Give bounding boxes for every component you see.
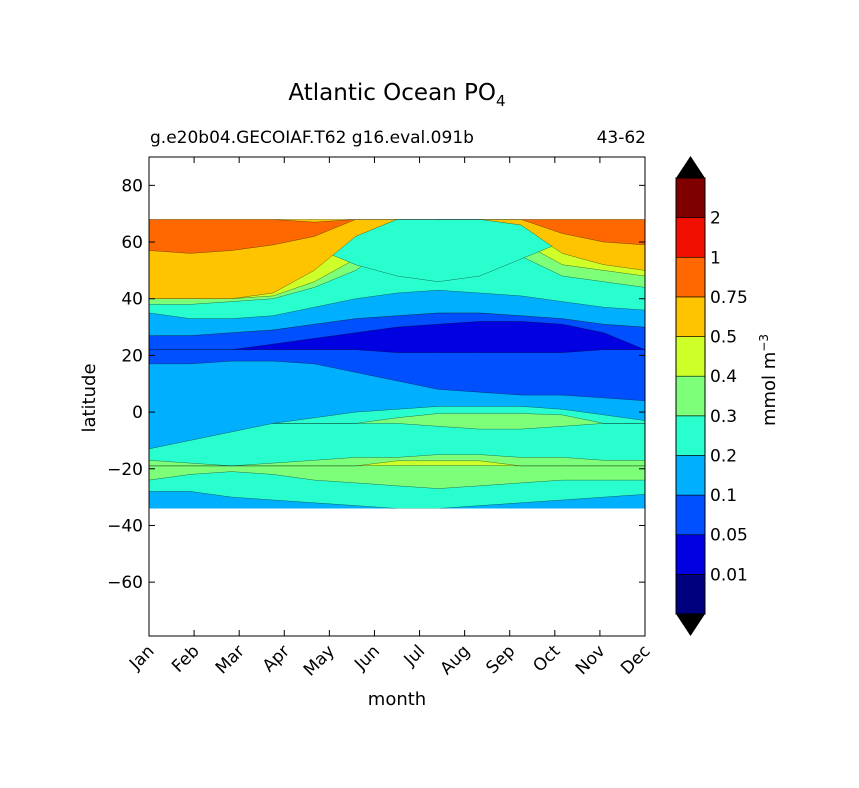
colorbar-segment <box>675 415 706 456</box>
colorbar-label-superscript: −3 <box>757 334 771 352</box>
y-tick-label: −60 <box>107 573 143 593</box>
colorbar-segment <box>675 177 706 218</box>
x-tick-label: Jul <box>400 641 429 670</box>
contour-south-0.4 <box>149 460 645 467</box>
colorbar-segment <box>675 455 706 496</box>
colorbar-segment <box>675 574 706 615</box>
x-tick-label: Jan <box>125 641 158 674</box>
x-tick-label: Jun <box>350 641 384 675</box>
chart-title: Atlantic Ocean PO4 <box>288 80 505 110</box>
colorbar-tick-label: 0.75 <box>710 288 748 308</box>
contour-north-0.1 <box>149 289 645 336</box>
x-axis-label: month <box>368 689 426 710</box>
colorbar-segment <box>675 494 706 536</box>
colorbar-segment <box>675 296 706 337</box>
colorbar-tick-label: 0.05 <box>710 526 748 546</box>
x-tick-label: Aug <box>437 641 475 679</box>
colorbar-label-main: mmol m <box>759 352 780 426</box>
chart-subtitle-left: g.e20b04.GECOIAF.T62 g16.eval.091b <box>150 128 474 148</box>
colorbar-extend-min <box>676 614 705 636</box>
colorbar-tick-label: 2 <box>710 209 721 229</box>
contour-fill-layer <box>149 219 645 509</box>
plot-frame <box>148 156 646 637</box>
chart-subtitle-right: 43-62 <box>597 128 646 148</box>
colorbar-frame <box>675 177 706 615</box>
chart-title-subscript: 4 <box>496 92 506 110</box>
y-tick-label: −20 <box>107 460 143 480</box>
contour-south-0.1 <box>149 491 645 509</box>
contour-field <box>149 219 645 509</box>
colorbar-segment <box>675 217 706 258</box>
colorbar-segment <box>675 256 706 298</box>
colorbar-tick-label: 1 <box>710 248 721 268</box>
y-tick-label: 80 <box>121 176 143 196</box>
y-tick-label: 20 <box>121 346 143 366</box>
colorbar-tick-label: 0.1 <box>710 486 737 506</box>
contour-eq-0.3 <box>149 413 645 430</box>
contour-north-0.75 <box>149 219 645 254</box>
y-tick-label: −40 <box>107 516 143 536</box>
y-tick-label: 60 <box>121 233 143 253</box>
colorbar-segment <box>675 375 706 417</box>
chart-title-main: Atlantic Ocean PO <box>288 80 496 106</box>
y-tick-label: 40 <box>121 290 143 310</box>
y-tick-label: 0 <box>132 403 143 423</box>
x-tick-label: Oct <box>529 641 564 676</box>
colorbar-segment <box>675 534 706 575</box>
colorbar: 0.01 0.05 0.1 0.2 0.3 0.4 0.5 0.75 1 2 <box>675 156 748 636</box>
colorbar-extend-max <box>676 156 705 178</box>
x-tick-label: Sep <box>482 641 519 678</box>
x-tick-label: Apr <box>259 641 294 676</box>
colorbar-label: mmol m−3 <box>757 334 780 426</box>
colorbar-tick-label: 0.3 <box>710 407 737 427</box>
x-tick-label: Feb <box>168 641 203 676</box>
contour-core-0.01 <box>149 321 645 353</box>
colorbar-tick-label: 0.5 <box>710 328 737 348</box>
colorbar-tick-label: 0.01 <box>710 565 748 585</box>
x-tick-label: Nov <box>572 641 610 679</box>
contour-south-0.3 <box>149 454 645 489</box>
colorbar-tick-label: 0.4 <box>710 367 737 387</box>
x-tick-label: May <box>300 641 339 680</box>
colorbar-tick-label: 0.2 <box>710 446 737 466</box>
y-axis-label: latitude <box>79 363 100 432</box>
x-tick-label: Dec <box>617 641 654 678</box>
x-tick-label: Mar <box>212 641 249 678</box>
colorbar-segment <box>675 336 706 377</box>
